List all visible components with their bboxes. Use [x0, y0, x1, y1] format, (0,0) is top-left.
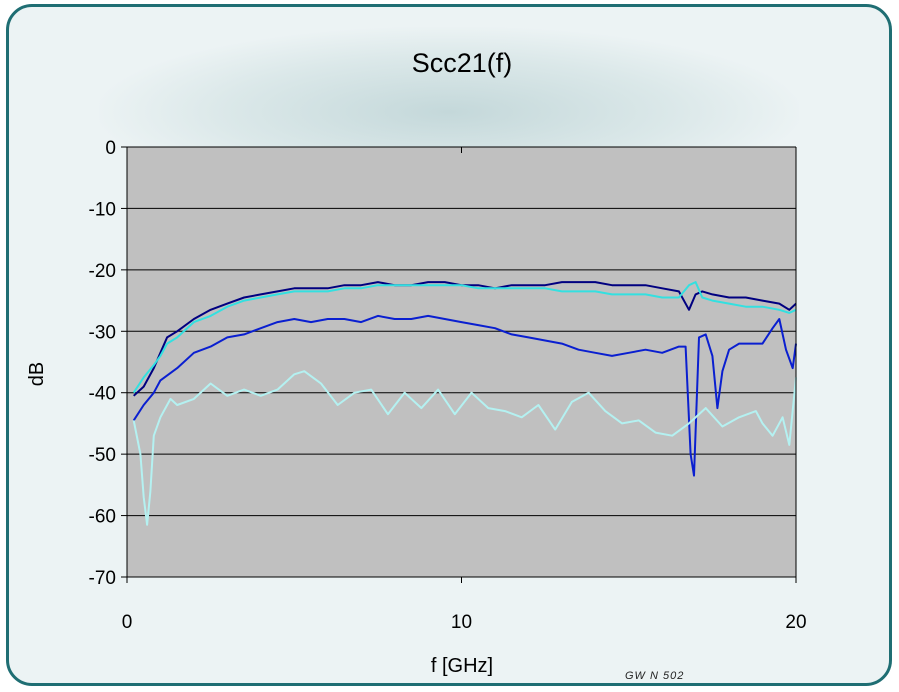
y-tick-label: -50	[89, 445, 116, 466]
axes	[121, 146, 797, 583]
y-tick-label: -70	[89, 568, 116, 589]
gridlines	[127, 146, 796, 517]
series-line-2	[132, 281, 797, 394]
y-tick-label: 0	[105, 138, 116, 159]
series-line-1	[133, 281, 797, 397]
y-tick-label: -10	[89, 199, 116, 220]
y-axis-label: dB	[26, 362, 48, 386]
plot-area	[127, 147, 796, 577]
x-axis-label: f [GHz]	[431, 655, 493, 677]
x-tick-label: 0	[122, 612, 133, 633]
y-tick-label: -20	[89, 261, 116, 282]
series-line-3	[132, 314, 797, 477]
x-tick-label: 10	[451, 612, 472, 633]
tick-labels: 0 -10 -20 -30 -40 -50 -60 -70 0 10 20	[89, 138, 807, 633]
y-tick-label: -60	[89, 507, 116, 528]
x-tick-label: 20	[785, 612, 806, 633]
footer-note: GW N 502	[625, 670, 684, 682]
y-tick-label: -30	[89, 322, 116, 343]
series-line-4	[132, 370, 797, 526]
series-layer	[132, 281, 797, 526]
chart-title: Scc21(f)	[412, 48, 513, 78]
y-tick-label: -40	[89, 384, 116, 405]
